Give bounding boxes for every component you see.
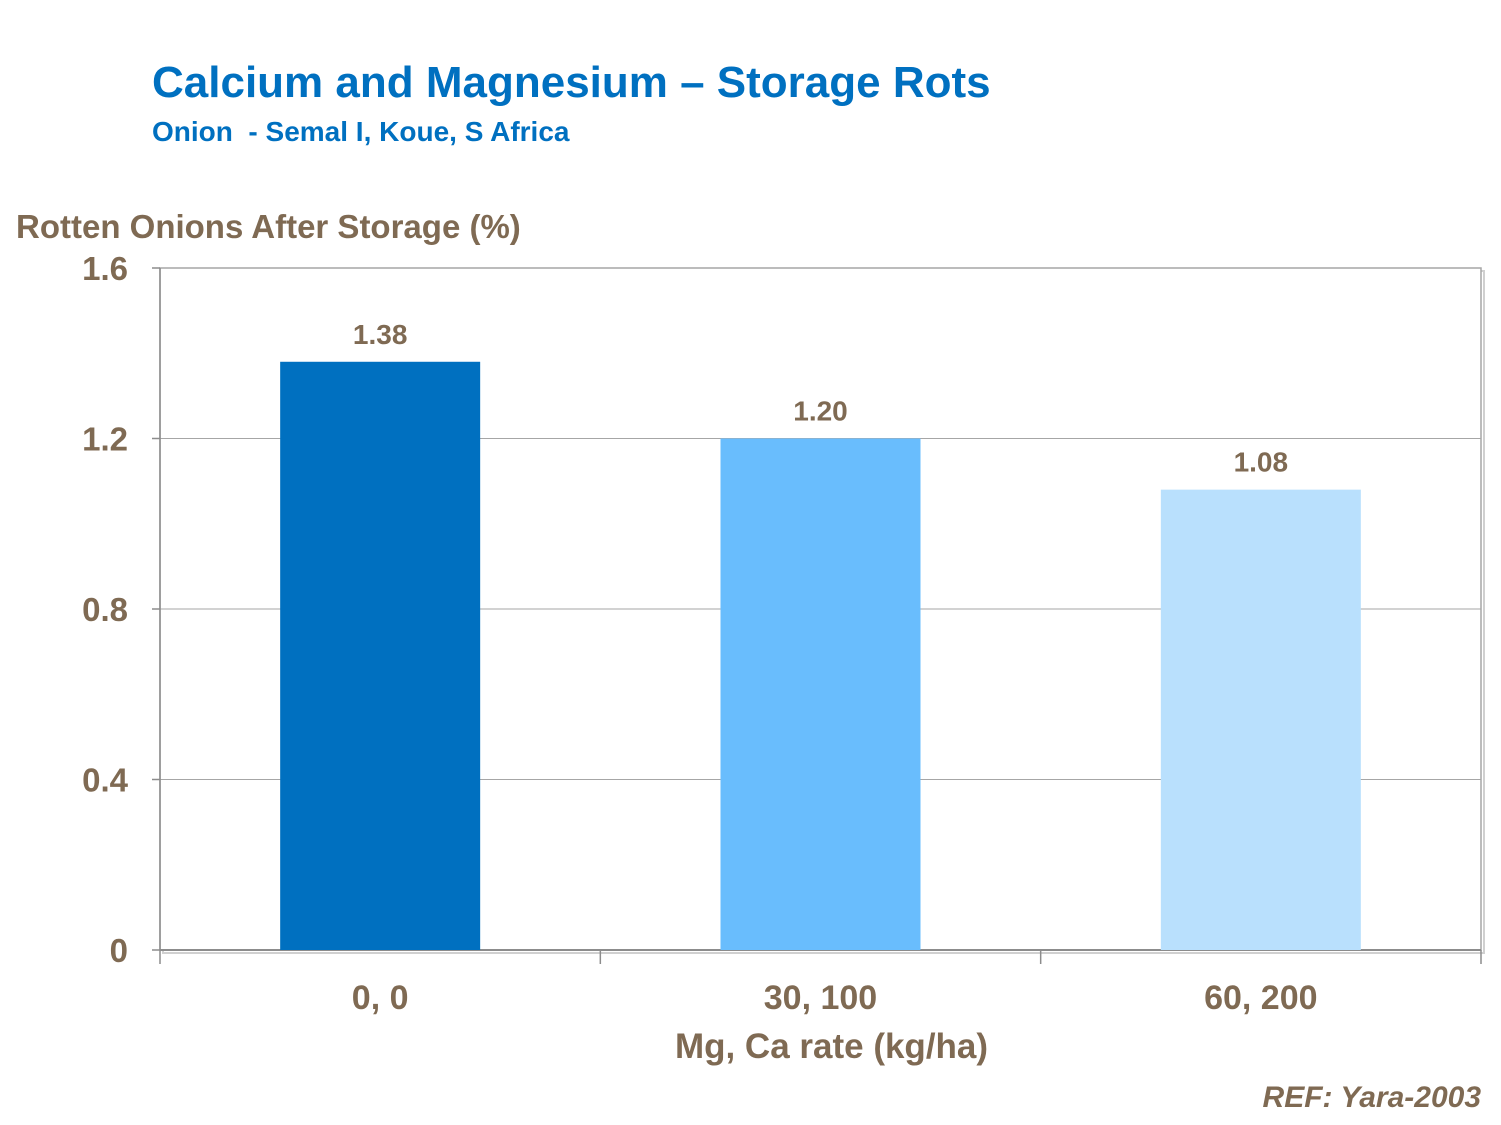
y-axis-label: Rotten Onions After Storage (%) [16, 208, 521, 245]
x-axis-label: Mg, Ca rate (kg/ha) [675, 1027, 988, 1066]
x-tick-label: 0, 0 [352, 979, 409, 1017]
data-label: 1.38 [353, 319, 408, 350]
y-tick-label: 1.2 [82, 421, 128, 458]
chart-title: Calcium and Magnesium – Storage Rots [152, 58, 991, 107]
chart-subtitle: Onion - Semal I, Koue, S Africa [152, 116, 570, 147]
data-label: 1.08 [1234, 447, 1289, 478]
y-tick-label: 1.6 [82, 250, 128, 287]
bar [720, 438, 921, 950]
data-label: 1.20 [793, 396, 848, 427]
x-tick-label: 60, 200 [1204, 979, 1317, 1017]
y-tick-label: 0.8 [82, 591, 128, 628]
reference-note: REF: Yara-2003 [1262, 1081, 1481, 1114]
bar [1160, 489, 1361, 950]
x-tick-label: 30, 100 [764, 979, 877, 1017]
y-tick-label: 0.4 [82, 762, 129, 799]
y-tick-label: 0 [110, 932, 128, 969]
bar [280, 361, 481, 950]
